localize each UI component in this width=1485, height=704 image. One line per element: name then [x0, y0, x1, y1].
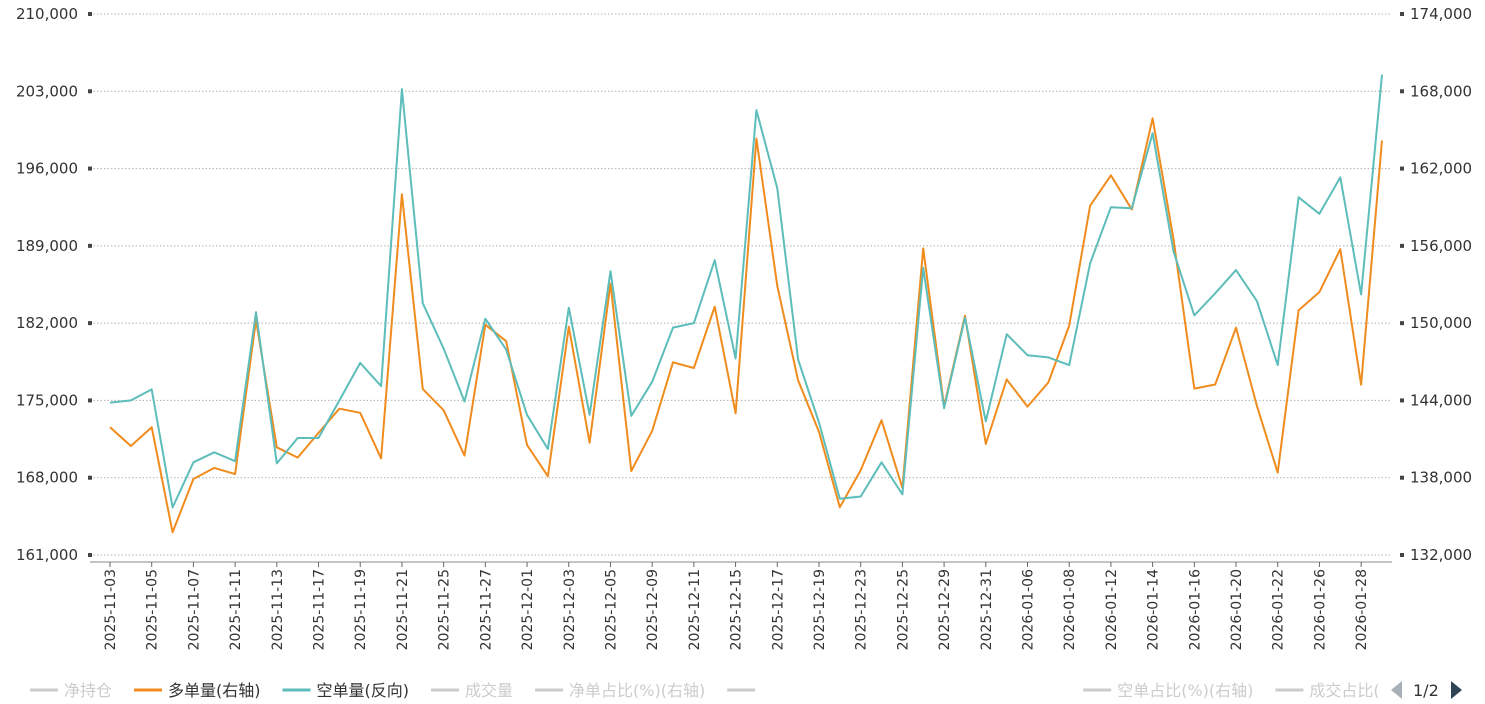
left-tick-label: 189,000	[16, 237, 78, 255]
x-tick-label: 2026-01-08	[1062, 569, 1078, 650]
series-line-short	[109, 74, 1383, 509]
legend-next-icon[interactable]	[1451, 681, 1462, 699]
legend-item[interactable]: 成交量	[431, 681, 513, 700]
left-y-axis: 161,000 168,000 175,000 182,000 189,000 196,0…	[16, 5, 92, 564]
left-tick-label: 168,000	[16, 469, 78, 487]
series-lines	[109, 74, 1383, 534]
legend-overflow-mask	[1378, 675, 1390, 704]
right-tick-label: 168,000	[1410, 82, 1472, 100]
x-tick-label: 2025-11-21	[395, 569, 411, 650]
legend-page-indicator: 1/2	[1413, 681, 1439, 700]
grid-lines	[90, 13, 1392, 556]
right-tick-mark	[1400, 553, 1404, 557]
right-tick-label: 132,000	[1410, 546, 1472, 564]
left-tick-label: 196,000	[16, 160, 78, 178]
legend-pager: 1/2	[1391, 681, 1462, 700]
x-tick-label: 2026-01-12	[1104, 569, 1120, 650]
left-tick-mark	[88, 12, 92, 16]
right-tick-mark	[1400, 321, 1404, 326]
right-tick-mark	[1400, 12, 1404, 16]
right-tick-mark	[1400, 166, 1404, 171]
left-tick-mark	[88, 475, 92, 480]
right-tick-label: 138,000	[1410, 469, 1472, 487]
legend-item[interactable]: 净单占比(%)(右轴)	[535, 681, 705, 700]
x-tick-label: 2026-01-14	[1146, 569, 1162, 650]
right-tick-label: 156,000	[1410, 237, 1472, 255]
left-tick-label: 182,000	[16, 314, 78, 332]
x-tick-label: 2025-12-11	[687, 569, 703, 650]
x-tick-label: 2025-11-27	[478, 569, 494, 650]
legend-label: 成交量	[465, 681, 513, 700]
x-tick-label: 2025-12-19	[812, 569, 828, 650]
x-tick-label: 2025-12-01	[520, 569, 536, 650]
legend-pager-bg	[1390, 675, 1485, 704]
x-tick-label: 2025-12-17	[770, 569, 786, 650]
x-tick-label: 2025-11-19	[353, 569, 369, 650]
right-tick-label: 144,000	[1410, 391, 1472, 409]
left-tick-label: 210,000	[16, 5, 78, 23]
x-tick-label: 2026-01-26	[1312, 569, 1328, 650]
legend-label: 空单占比(%)(右轴)	[1117, 681, 1253, 700]
left-tick-mark	[88, 321, 92, 326]
x-tick-label: 2026-01-20	[1229, 569, 1245, 650]
x-tick-label: 2025-12-09	[645, 569, 661, 650]
x-tick-label: 2025-12-31	[979, 569, 995, 650]
x-tick-label: 2025-12-03	[562, 569, 578, 650]
x-tick-label: 2025-11-25	[437, 569, 453, 650]
right-tick-label: 162,000	[1410, 160, 1472, 178]
left-tick-label: 203,000	[16, 82, 78, 100]
left-tick-mark	[88, 398, 92, 403]
right-tick-label: 150,000	[1410, 314, 1472, 332]
legend-item[interactable]: 空单量(反向)	[282, 681, 410, 700]
x-tick-label: 2026-01-16	[1187, 569, 1203, 650]
x-tick-label: 2025-11-05	[145, 569, 161, 650]
legend-prev-icon[interactable]	[1391, 681, 1402, 699]
legend-label: 空单量(反向)	[317, 681, 410, 700]
legend-label: 多单量(右轴)	[168, 681, 261, 700]
right-tick-mark	[1400, 89, 1404, 94]
right-y-axis: 132,000 138,000 144,000 150,000 156,000 162,0…	[1400, 5, 1472, 564]
left-tick-mark	[88, 89, 92, 94]
x-tick-label: 2026-01-28	[1354, 569, 1370, 650]
x-axis: 2025-11-03 2025-11-05 2025-11-07 2025-11-11…	[90, 561, 1392, 650]
legend-item[interactable]: 空单占比(%)(右轴)	[1083, 681, 1253, 700]
right-tick-mark	[1400, 475, 1404, 480]
x-tick-label: 2025-11-07	[186, 569, 202, 650]
x-tick-label: 2025-11-13	[270, 569, 286, 650]
right-tick-label: 174,000	[1410, 5, 1472, 23]
left-tick-label: 175,000	[16, 391, 78, 409]
legend-item[interactable]: 净持仓	[30, 681, 112, 700]
left-tick-mark	[88, 166, 92, 171]
left-tick-mark	[88, 553, 92, 557]
x-tick-label: 2025-12-23	[854, 569, 870, 650]
right-tick-mark	[1400, 243, 1404, 248]
x-tick-label: 2025-11-03	[103, 569, 119, 650]
right-tick-mark	[1400, 398, 1404, 403]
x-tick-label: 2025-11-11	[228, 569, 244, 650]
x-tick-label: 2026-01-22	[1271, 569, 1287, 650]
legend-label: 净持仓	[64, 681, 112, 700]
x-tick-label: 2025-11-17	[312, 569, 328, 650]
x-tick-label: 2025-12-25	[895, 569, 911, 650]
legend-label: 净单占比(%)(右轴)	[569, 681, 705, 700]
x-tick-label: 2026-01-06	[1021, 569, 1037, 650]
x-tick-label: 2025-12-05	[603, 569, 619, 650]
left-tick-label: 161,000	[16, 546, 78, 564]
series-line-long	[109, 117, 1383, 534]
x-tick-label: 2025-12-29	[937, 569, 953, 650]
legend: 净持仓 多单量(右轴) 空单量(反向) 成交量 净单占比(%)(右轴) 空单占比(%)(右…	[30, 675, 1485, 704]
x-tick-label: 2025-12-15	[729, 569, 745, 650]
legend-item[interactable]: 多单量(右轴)	[134, 681, 261, 700]
left-tick-mark	[88, 243, 92, 248]
